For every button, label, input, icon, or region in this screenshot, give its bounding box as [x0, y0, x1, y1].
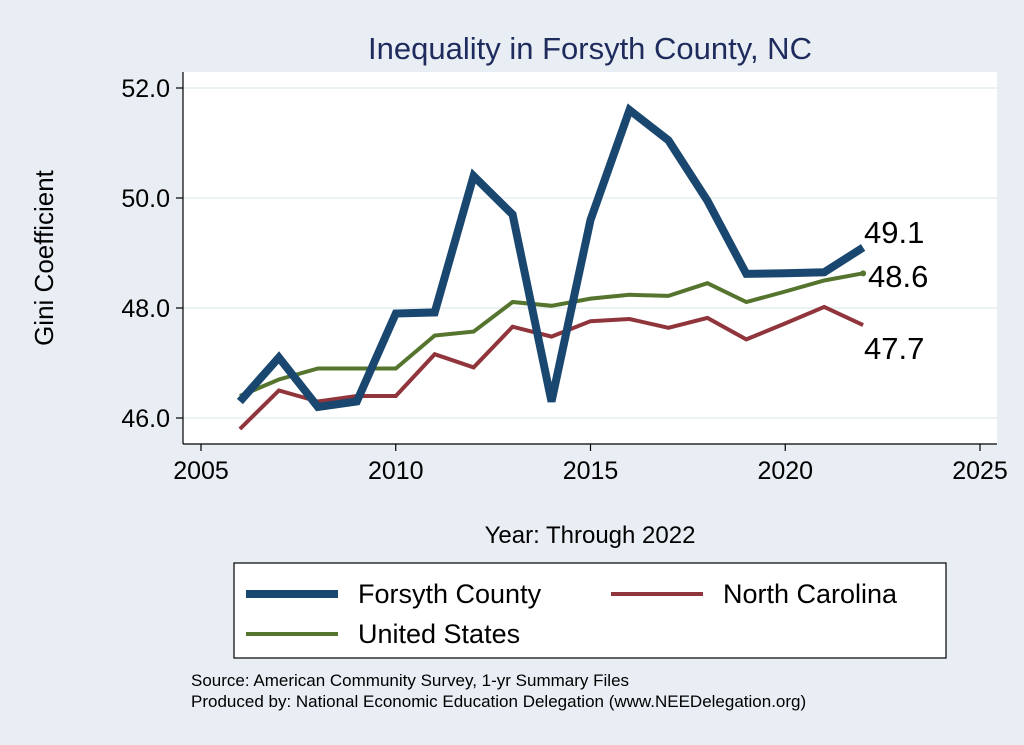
y-axis-label: Gini Coefficient	[29, 169, 59, 346]
line-united-states	[239, 271, 864, 398]
end-label-united-states: 48.6	[868, 259, 928, 294]
grid-lines	[183, 87, 997, 419]
end-labels: 49.1 48.6 47.7	[864, 215, 928, 366]
y-tick-label: 50.0	[121, 185, 170, 213]
chart-canvas: Inequality in Forsyth County, NC 46.0 48.…	[29, 31, 1008, 659]
chart-title: Inequality in Forsyth County, NC	[368, 31, 812, 66]
plot-area	[183, 72, 997, 444]
series-lines	[236, 103, 867, 431]
legend: Forsyth County North Carolina United State…	[246, 579, 898, 649]
producer-line: Produced by: National Economic Education…	[191, 692, 807, 711]
end-label-forsyth-county: 49.1	[864, 215, 924, 250]
x-axis-ticks: 2005 2010 2015 2020 2025	[173, 444, 1008, 485]
line-north-carolina	[238, 304, 864, 431]
legend-item-united-states-label: United States	[358, 619, 520, 649]
y-tick-label: 52.0	[121, 75, 170, 103]
line-forsyth-county	[236, 103, 866, 412]
x-axis-label: Year: Through 2022	[485, 522, 696, 549]
y-tick-label: 46.0	[121, 405, 170, 433]
end-label-north-carolina: 47.7	[864, 331, 924, 366]
legend-item-forsyth-county-label: Forsyth County	[358, 579, 542, 609]
x-tick-label: 2020	[757, 457, 813, 485]
x-tick-label: 2015	[563, 457, 619, 485]
source-line: Source: American Community Survey, 1-yr …	[191, 671, 630, 690]
legend-box	[233, 562, 947, 659]
x-tick-label: 2010	[368, 457, 424, 485]
x-tick-label: 2005	[173, 457, 229, 485]
y-axis-ticks: 46.0 48.0 50.0 52.0	[121, 75, 183, 433]
y-tick-label: 48.0	[121, 295, 170, 323]
legend-item-north-carolina-label: North Carolina	[723, 579, 898, 609]
endpoint-marker-united-states	[860, 270, 867, 277]
x-tick-label: 2025	[952, 457, 1008, 485]
